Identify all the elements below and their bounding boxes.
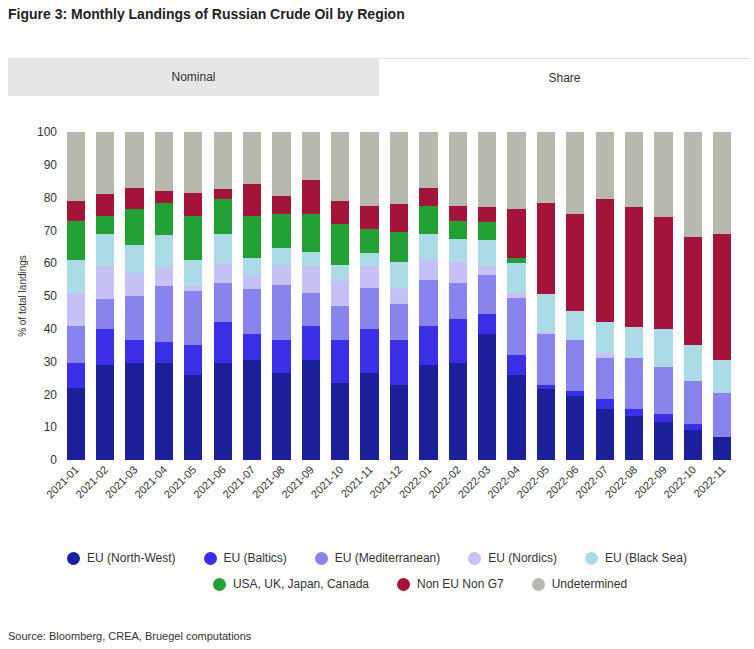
svg-text:100: 100: [37, 125, 57, 139]
svg-text:2022-11: 2022-11: [691, 463, 727, 499]
svg-text:2022-07: 2022-07: [573, 463, 610, 500]
svg-text:90: 90: [44, 158, 58, 172]
html-text:Source: Bloomberg, CREA, Brueg: Source: Bloomberg, CREA, Bruegel computa…: [8, 630, 252, 642]
svg-text:% of total landings: % of total landings: [17, 255, 28, 337]
svg-text:0: 0: [50, 453, 57, 467]
svg-text:40: 40: [44, 322, 58, 336]
svg-text:2022-05: 2022-05: [514, 463, 551, 500]
svg-text:60: 60: [44, 256, 58, 270]
svg-text:2022-01: 2022-01: [397, 463, 434, 500]
svg-text:2021-03: 2021-03: [103, 463, 140, 500]
svg-text:20: 20: [44, 388, 58, 402]
html-text:Undetermined: Undetermined: [551, 577, 628, 591]
svg-text:70: 70: [44, 224, 58, 238]
html-text:Figure 3: Monthly Landings of: Figure 3: Monthly Landings of Russian Cr…: [8, 6, 405, 22]
svg-text:80: 80: [44, 191, 58, 205]
html-text:EU (North-West): EU (North-West): [87, 551, 176, 565]
html-text:USA, UK, Japan, Canada: USA, UK, Japan, Canada: [232, 577, 369, 591]
html-text:EU (Black Sea): EU (Black Sea): [604, 551, 687, 565]
svg-text:2021-11: 2021-11: [338, 463, 374, 499]
svg-text:2022-06: 2022-06: [544, 463, 581, 500]
svg-text:2021-04: 2021-04: [132, 463, 169, 500]
svg-text:2022-02: 2022-02: [426, 463, 463, 500]
svg-text:2022-03: 2022-03: [455, 463, 492, 500]
svg-text:2021-07: 2021-07: [220, 463, 257, 500]
svg-text:2021-09: 2021-09: [279, 463, 316, 500]
html-text:EU (Nordics): EU (Nordics): [488, 551, 557, 565]
svg-text:2021-01: 2021-01: [44, 463, 81, 500]
html-text:EU (Mediterranean): EU (Mediterranean): [334, 551, 441, 565]
html-text:EU (Baltics): EU (Baltics): [223, 551, 287, 565]
svg-text:50: 50: [44, 289, 58, 303]
svg-text:2021-08: 2021-08: [250, 463, 287, 500]
svg-text:30: 30: [44, 355, 58, 369]
svg-text:2021-06: 2021-06: [191, 463, 228, 500]
html-text:Nominal: Nominal: [171, 70, 216, 84]
svg-text:2022-10: 2022-10: [661, 463, 698, 500]
svg-text:10: 10: [44, 420, 58, 434]
html-text:Share: Share: [548, 70, 581, 85]
svg-text:2021-02: 2021-02: [73, 463, 110, 500]
html-text:Non EU Non G7: Non EU Non G7: [417, 577, 504, 591]
svg-text:2021-10: 2021-10: [308, 463, 345, 500]
svg-text:2021-05: 2021-05: [161, 463, 198, 500]
svg-text:2021-12: 2021-12: [367, 463, 404, 500]
svg-text:2022-09: 2022-09: [632, 463, 669, 500]
svg-text:2022-08: 2022-08: [602, 463, 639, 500]
svg-text:2022-04: 2022-04: [485, 463, 522, 500]
